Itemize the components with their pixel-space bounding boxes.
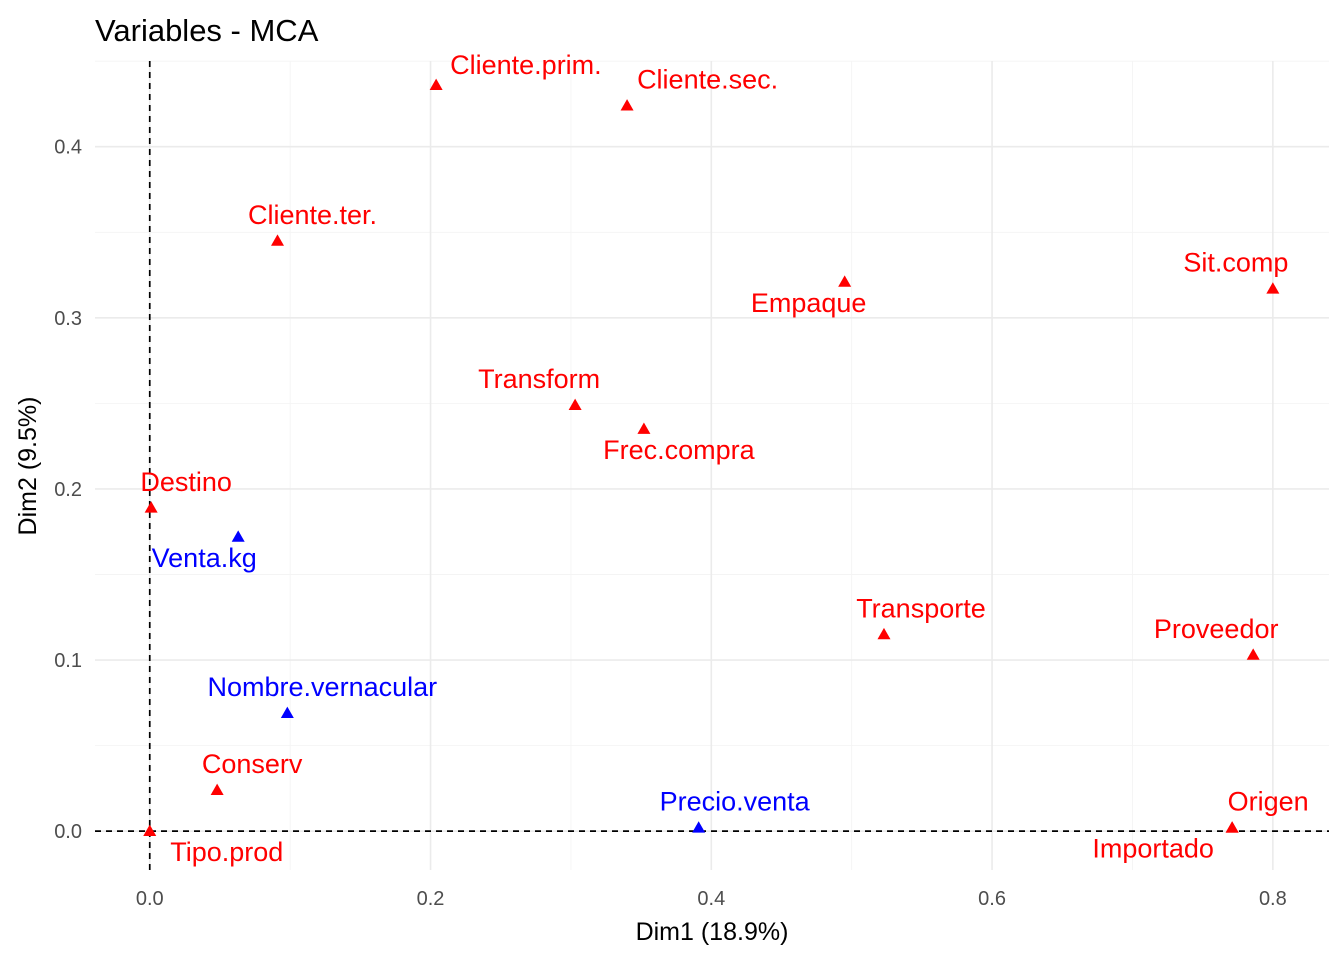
point-label: Cliente.ter. (248, 200, 377, 230)
point-marker (271, 234, 285, 246)
x-tick-label: 0.4 (697, 888, 725, 910)
point-label: Sit.comp (1183, 248, 1288, 278)
point-marker (1266, 282, 1280, 294)
point-label: Destino (140, 467, 232, 497)
point-marker (620, 99, 634, 111)
point-marker (568, 398, 582, 410)
chart-title: Variables - MCA (95, 13, 319, 48)
point-marker (429, 78, 443, 91)
x-tick-label: 0.0 (136, 888, 164, 910)
point-labels: Cliente.prim. Cliente.sec. Cliente.ter. Emp… (140, 50, 1308, 867)
point-label: Venta.kg (152, 543, 257, 573)
point-marker (143, 824, 157, 837)
tick-labels: 0.0 0.2 0.4 0.6 0.8 0.0 0.1 0.2 0.3 0.4 (54, 137, 1287, 910)
point-marker (210, 783, 224, 795)
point-label: Conserv (202, 749, 303, 779)
point-marker (692, 821, 706, 833)
point-marker (1225, 821, 1239, 833)
point-label: Nombre.vernacular (208, 672, 438, 702)
point-label: Empaque (751, 288, 867, 318)
point-marker (231, 530, 245, 542)
points (143, 78, 1280, 837)
point-marker (280, 706, 294, 718)
point-marker (144, 501, 158, 513)
point-label: Cliente.prim. (450, 50, 602, 80)
point-label: Precio.venta (660, 787, 811, 817)
y-tick-label: 0.4 (54, 137, 82, 159)
y-tick-label: 0.1 (54, 650, 82, 672)
point-label: Proveedor (1154, 614, 1279, 644)
y-tick-label: 0.0 (54, 821, 82, 843)
y-tick-label: 0.2 (54, 479, 82, 501)
y-tick-label: 0.3 (54, 308, 82, 330)
point-marker (877, 627, 891, 640)
y-axis-title: Dim2 (9.5%) (14, 397, 42, 536)
point-marker (838, 275, 852, 287)
reference-lines (95, 61, 1329, 870)
x-axis-title: Dim1 (18.9%) (636, 918, 789, 946)
point-label: Tipo.prod (170, 837, 283, 867)
x-tick-label: 0.8 (1259, 888, 1287, 910)
point-label: Transform (478, 364, 600, 394)
point-marker (1246, 648, 1260, 660)
point-label: Importado (1092, 834, 1214, 864)
x-tick-label: 0.2 (417, 888, 445, 910)
point-label: Origen (1228, 787, 1309, 817)
point-label: Transporte (856, 593, 986, 623)
point-marker (637, 422, 651, 434)
x-tick-label: 0.6 (978, 888, 1006, 910)
point-label: Frec.compra (603, 435, 756, 465)
point-label: Cliente.sec. (637, 65, 778, 95)
